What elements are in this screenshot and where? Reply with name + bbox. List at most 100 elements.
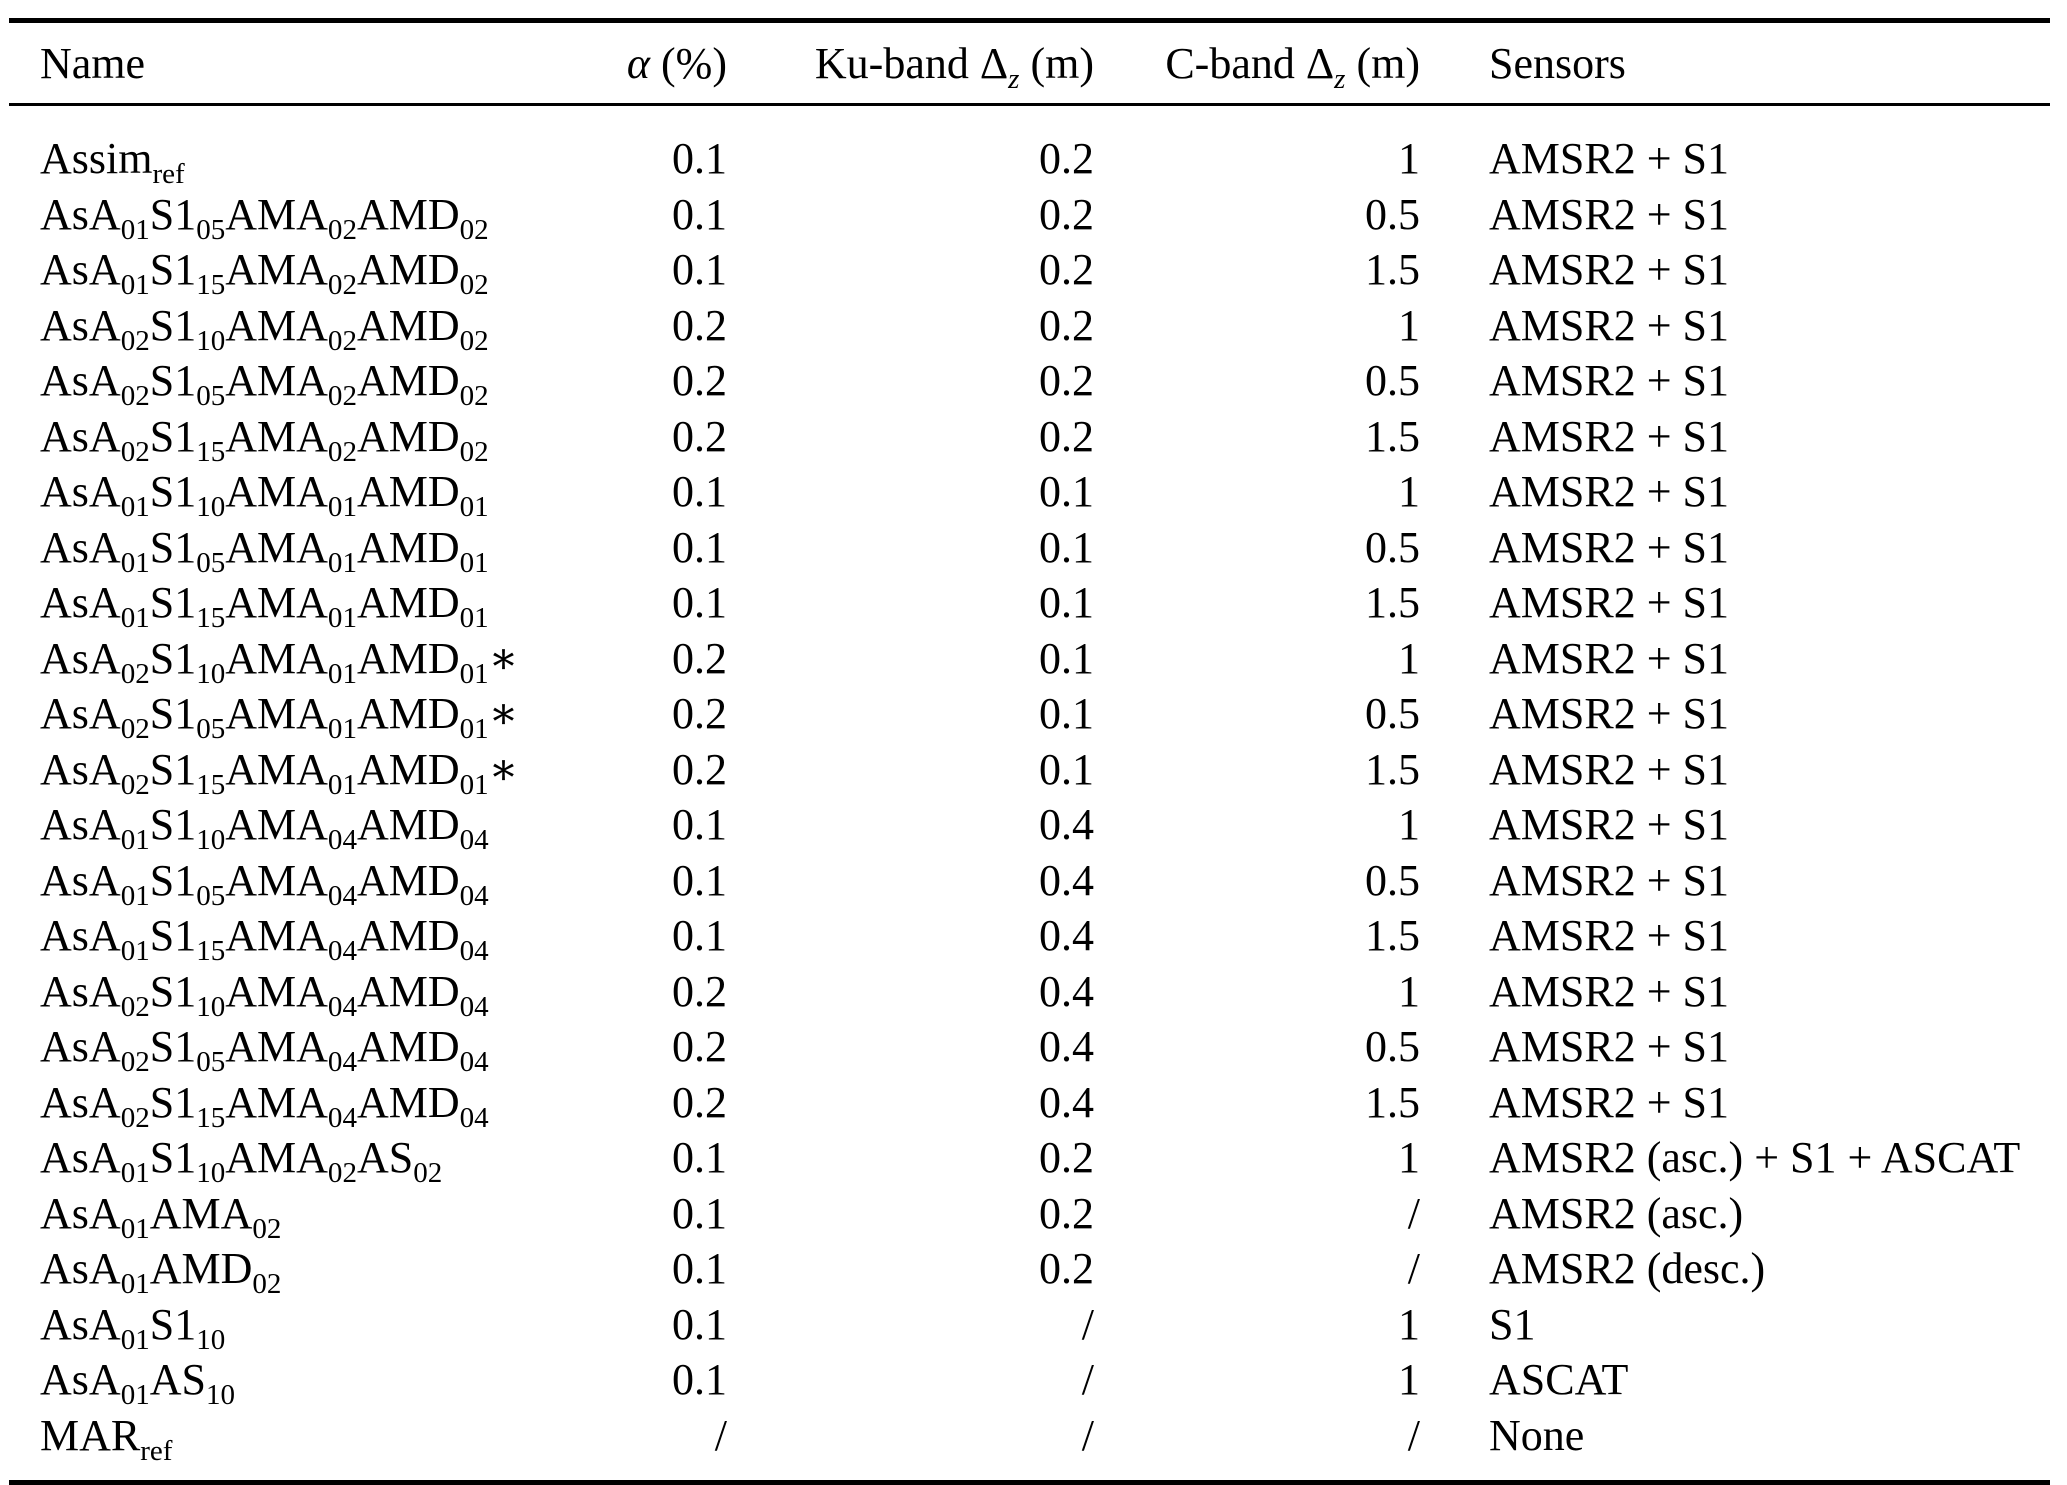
table-row: AsA02S115AMA04AMD04 0.2 0.4 1.5 AMSR2 + … [9,1075,2050,1134]
cell-experiment-name: AsA02S105AMA01AMD01∗ [40,689,519,746]
cell-ku-band-dz: 0.1 [1039,467,1094,517]
cell-ku-band-dz: 0.1 [1039,633,1094,683]
cell-alpha: 0.1 [672,1244,727,1294]
cell-sensors: AMSR2 + S1 [1489,911,1730,961]
table-row: AsA01S105AMA01AMD01 0.1 0.1 0.5 AMSR2 + … [9,520,2050,579]
cell-experiment-name: AsA01S110AMA01AMD01 [40,467,489,524]
cell-alpha: 0.1 [672,911,727,961]
cell-ku-band-dz: / [1081,1299,1094,1349]
table-row: AsA01S110AMA02AS02 0.1 0.2 1 AMSR2 (asc.… [9,1130,2050,1190]
cell-c-band-dz: / [1407,1410,1420,1460]
cell-ku-band-dz: 0.1 [1039,578,1094,628]
cell-ku-band-dz: / [1081,1355,1094,1405]
cell-alpha: 0.2 [672,1022,727,1072]
experiments-table: Name α (%) Ku-band Δz (m) C-band Δz (m) … [9,18,2050,1485]
cell-sensors: AMSR2 + S1 [1489,966,1730,1016]
cell-sensors: AMSR2 + S1 [1489,245,1730,295]
col-header-alpha: α (%) [589,20,728,106]
cell-c-band-dz: 1 [1398,467,1420,517]
cell-ku-band-dz: / [1081,1410,1094,1460]
cell-c-band-dz: 1.5 [1365,1077,1420,1127]
cell-alpha: 0.1 [672,1133,727,1183]
cell-alpha: 0.1 [672,522,727,572]
cell-experiment-name: AsA02S110AMA04AMD04 [40,966,489,1023]
col-header-ku-band-dz: Ku-band Δz (m) [728,20,1095,106]
col-header-sensors: Sensors [1421,20,2050,106]
cell-c-band-dz: 1 [1398,633,1420,683]
cell-alpha: 0.1 [672,1355,727,1405]
cell-c-band-dz: 0.5 [1365,356,1420,406]
cell-sensors: AMSR2 + S1 [1489,1022,1730,1072]
cell-c-band-dz: 1 [1398,300,1420,350]
table-row: AsA01S110AMA04AMD04 0.1 0.4 1 AMSR2 + S1 [9,797,2050,854]
cell-alpha: 0.2 [672,744,727,794]
cell-c-band-dz: 1 [1398,800,1420,850]
cell-alpha: 0.1 [672,189,727,239]
cell-ku-band-dz: 0.4 [1039,1022,1094,1072]
table-row: AsA01S105AMA04AMD04 0.1 0.4 0.5 AMSR2 + … [9,853,2050,912]
table-row: Assimref 0.1 0.2 1 AMSR2 + S1 [9,105,2050,188]
cell-c-band-dz: 1 [1398,1133,1420,1183]
table-row: AsA01S105AMA02AMD02 0.1 0.2 0.5 AMSR2 + … [9,187,2050,244]
cell-alpha: 0.1 [672,1188,727,1238]
cell-experiment-name: MARref [40,1410,173,1467]
table-row: AsA01S115AMA02AMD02 0.1 0.2 1.5 AMSR2 + … [9,242,2050,299]
table-row: AsA02S115AMA01AMD01∗ 0.2 0.1 1.5 AMSR2 +… [9,742,2050,799]
table-row: AsA02S105AMA04AMD04 0.2 0.4 0.5 AMSR2 + … [9,1019,2050,1079]
table-body: Assimref 0.1 0.2 1 AMSR2 + S1 AsA01S105A… [9,105,2050,1483]
cell-c-band-dz: 0.5 [1365,855,1420,905]
cell-ku-band-dz: 0.4 [1039,911,1094,961]
cell-ku-band-dz: 0.4 [1039,966,1094,1016]
cell-experiment-name: AsA02S115AMA04AMD04 [40,1077,489,1134]
cell-experiment-name: AsA01S110AMA02AS02 [40,1133,443,1190]
cell-sensors: AMSR2 + S1 [1489,744,1730,794]
cell-sensors: AMSR2 + S1 [1489,578,1730,628]
cell-experiment-name: AsA01S105AMA01AMD01 [40,522,489,579]
table-row: AsA02S110AMA04AMD04 0.2 0.4 1 AMSR2 + S1 [9,964,2050,1023]
table-row: AsA02S115AMA02AMD02 0.2 0.2 1.5 AMSR2 + … [9,409,2050,468]
cell-alpha: 0.1 [672,467,727,517]
cell-experiment-name: AsA02S115AMA02AMD02 [40,411,489,468]
header-row: Name α (%) Ku-band Δz (m) C-band Δz (m) … [9,20,2050,106]
table-row: MARref / / / None [9,1408,2050,1483]
cell-c-band-dz: 1.5 [1365,245,1420,295]
cell-experiment-name: AsA02S105AMA04AMD04 [40,1022,489,1079]
cell-ku-band-dz: 0.2 [1039,134,1094,184]
cell-sensors: S1 [1489,1299,1536,1349]
cell-c-band-dz: 1.5 [1365,411,1420,461]
cell-sensors: AMSR2 + S1 [1489,134,1730,184]
cell-sensors: AMSR2 + S1 [1489,633,1730,683]
cell-experiment-name: AsA01S105AMA04AMD04 [40,855,489,912]
cell-experiment-name: AsA01S110 [40,1299,226,1356]
cell-alpha: 0.1 [672,245,727,295]
cell-alpha: 0.2 [672,689,727,739]
cell-experiment-name: AsA01AMD02 [40,1244,282,1301]
cell-sensors: None [1489,1410,1585,1460]
cell-alpha: 0.1 [672,800,727,850]
cell-experiment-name: AsA01S115AMA04AMD04 [40,911,489,968]
cell-sensors: AMSR2 + S1 [1489,1077,1730,1127]
cell-alpha: 0.2 [672,633,727,683]
cell-c-band-dz: 1 [1398,134,1420,184]
cell-experiment-name: AsA02S110AMA01AMD01∗ [40,633,519,690]
cell-ku-band-dz: 0.4 [1039,1077,1094,1127]
cell-ku-band-dz: 0.2 [1039,189,1094,239]
table-row: AsA01AS10 0.1 / 1 ASCAT [9,1352,2050,1412]
cell-c-band-dz: / [1407,1188,1420,1238]
cell-ku-band-dz: 0.1 [1039,744,1094,794]
cell-alpha: 0.2 [672,300,727,350]
table-row: AsA01S115AMA04AMD04 0.1 0.4 1.5 AMSR2 + … [9,908,2050,968]
cell-c-band-dz: 1 [1398,1299,1420,1349]
table-row: AsA01S110AMA01AMD01 0.1 0.1 1 AMSR2 + S1 [9,464,2050,524]
cell-sensors: AMSR2 + S1 [1489,855,1730,905]
cell-ku-band-dz: 0.2 [1039,245,1094,295]
cell-experiment-name: AsA01AS10 [40,1355,235,1412]
cell-ku-band-dz: 0.2 [1039,1133,1094,1183]
table-row: AsA02S105AMA02AMD02 0.2 0.2 0.5 AMSR2 + … [9,353,2050,410]
cell-sensors: AMSR2 (asc.) + S1 + ASCAT [1489,1133,2021,1183]
cell-sensors: AMSR2 + S1 [1489,189,1730,239]
cell-sensors: AMSR2 (desc.) [1489,1244,1766,1294]
cell-alpha: 0.2 [672,411,727,461]
cell-c-band-dz: 0.5 [1365,1022,1420,1072]
cell-ku-band-dz: 0.2 [1039,1244,1094,1294]
